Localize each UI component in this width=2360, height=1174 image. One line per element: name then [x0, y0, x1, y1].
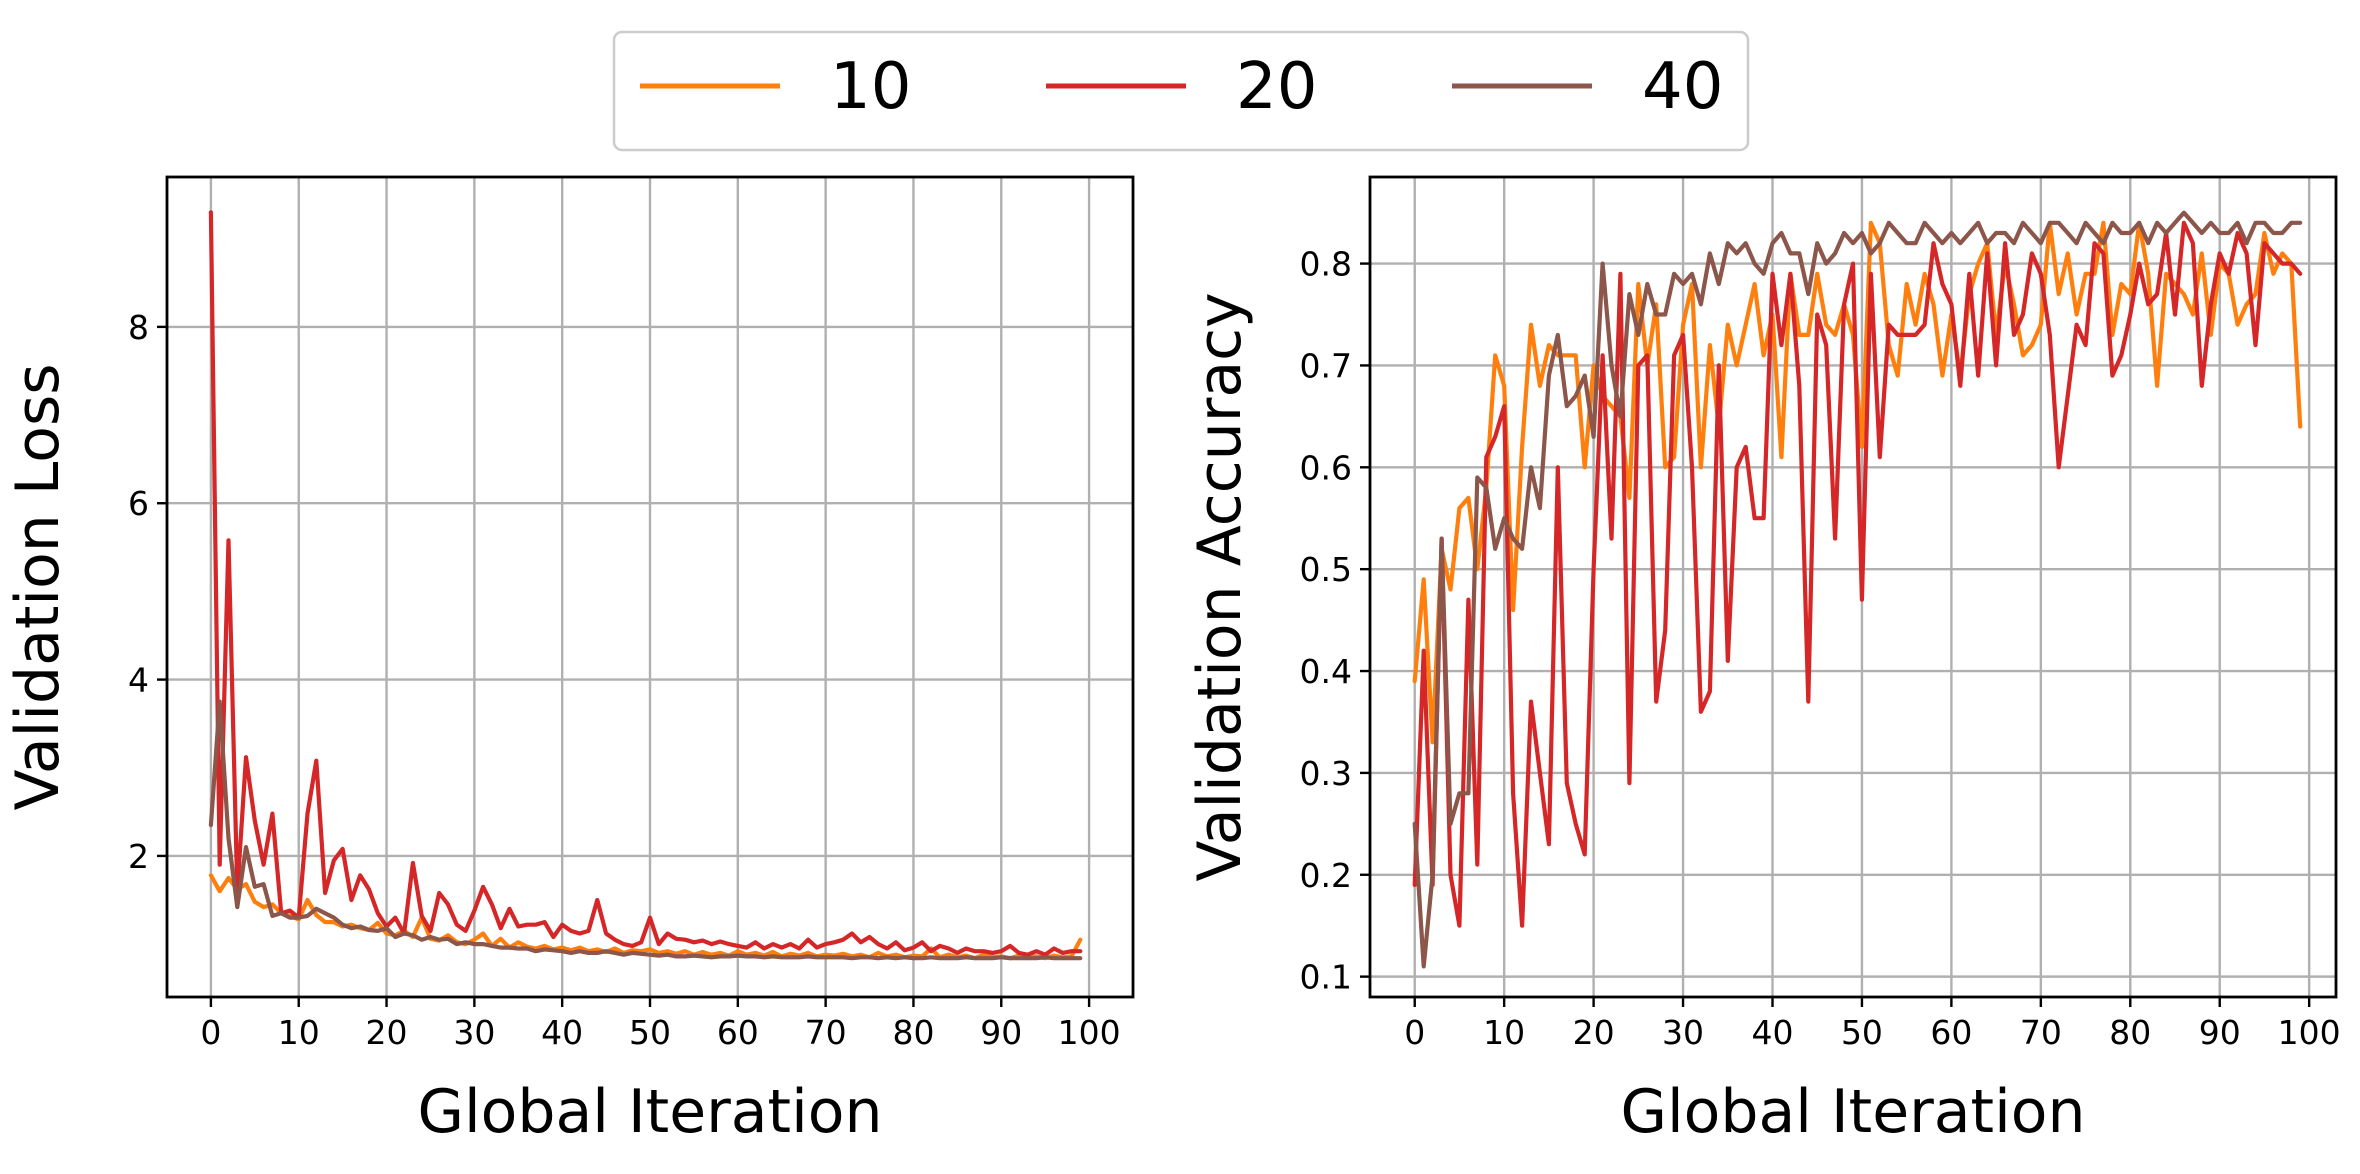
accuracy-y-tick-label: 0.7: [1300, 346, 1352, 385]
loss-ticks: 0 10 20 30 40 50 60 70 80 90 100 2 4 6 8: [128, 308, 1121, 1052]
loss-x-tick-label: 100: [1058, 1013, 1121, 1052]
loss-grid: [167, 177, 1133, 997]
legend-label-20: 20: [1236, 50, 1317, 124]
loss-y-tick-label: 2: [128, 837, 149, 876]
accuracy-y-tick-label: 0.3: [1300, 754, 1352, 793]
accuracy-y-tick-label: 0.2: [1300, 856, 1352, 895]
loss-x-tick-label: 70: [805, 1013, 847, 1052]
loss-x-tick-label: 20: [366, 1013, 408, 1052]
accuracy-x-tick-label: 50: [1841, 1013, 1883, 1052]
legend-label-40: 40: [1642, 50, 1723, 124]
accuracy-y-axis-label: Validation Accuracy: [1185, 292, 1255, 881]
accuracy-x-tick-label: 70: [2020, 1013, 2062, 1052]
loss-x-tick-label: 0: [200, 1013, 221, 1052]
accuracy-ticks: 0 10 20 30 40 50 60 70 80 90 100 0.1 0.2 0.3 0.4 0.5 0.6…: [1300, 245, 2341, 1052]
accuracy-series-line-20: [1412, 220, 2303, 928]
accuracy-x-tick-label: 80: [2109, 1013, 2151, 1052]
loss-x-tick-label: 90: [980, 1013, 1022, 1052]
accuracy-axes-frame: [1368, 175, 2338, 999]
legend-label-10: 10: [830, 50, 911, 124]
accuracy-x-tick-label: 10: [1483, 1013, 1525, 1052]
accuracy-x-axis-label: Global Iteration: [1621, 1077, 2086, 1147]
legend: 10 20 40: [612, 30, 1750, 152]
loss-x-axis-label: Global Iteration: [418, 1077, 883, 1147]
loss-x-tick-label: 10: [278, 1013, 320, 1052]
loss-x-tick-label: 30: [453, 1013, 495, 1052]
accuracy-series-group: [1412, 210, 2303, 969]
accuracy-series-line-40: [1412, 210, 2303, 969]
loss-y-axis-label: Validation Loss: [3, 364, 73, 811]
accuracy-x-tick-label: 30: [1662, 1013, 1704, 1052]
loss-y-tick-label: 8: [128, 308, 149, 347]
accuracy-x-tick-label: 40: [1752, 1013, 1794, 1052]
accuracy-x-tick-label: 90: [2199, 1013, 2241, 1052]
legend-frame: [612, 30, 1750, 152]
loss-series-group: [208, 210, 1083, 961]
loss-x-tick-label: 80: [892, 1013, 934, 1052]
accuracy-y-tick-label: 0.4: [1300, 652, 1352, 691]
loss-y-tick-label: 4: [128, 661, 149, 700]
accuracy-x-tick-label: 60: [1930, 1013, 1972, 1052]
loss-panel: 0 10 20 30 40 50 60 70 80 90 100 2 4 6 8 Global Iterat…: [3, 175, 1135, 1147]
loss-x-tick-label: 60: [717, 1013, 759, 1052]
loss-series-line-10: [208, 873, 1083, 961]
accuracy-x-tick-label: 20: [1573, 1013, 1615, 1052]
accuracy-y-tick-label: 0.1: [1300, 958, 1352, 997]
accuracy-x-tick-label: 100: [2278, 1013, 2341, 1052]
accuracy-panel: 0 10 20 30 40 50 60 70 80 90 100 0.1 0.2 0.3 0.4 0.5 0.6…: [1185, 175, 2341, 1147]
accuracy-y-tick-label: 0.6: [1300, 448, 1352, 487]
accuracy-y-tick-label: 0.8: [1300, 245, 1352, 284]
loss-series-line-20: [208, 210, 1083, 957]
loss-x-tick-label: 50: [629, 1013, 671, 1052]
loss-x-tick-label: 40: [541, 1013, 583, 1052]
loss-series-line-40: [208, 699, 1083, 961]
accuracy-x-tick-label: 0: [1404, 1013, 1425, 1052]
accuracy-y-tick-label: 0.5: [1300, 550, 1352, 589]
loss-y-tick-label: 6: [128, 484, 149, 523]
